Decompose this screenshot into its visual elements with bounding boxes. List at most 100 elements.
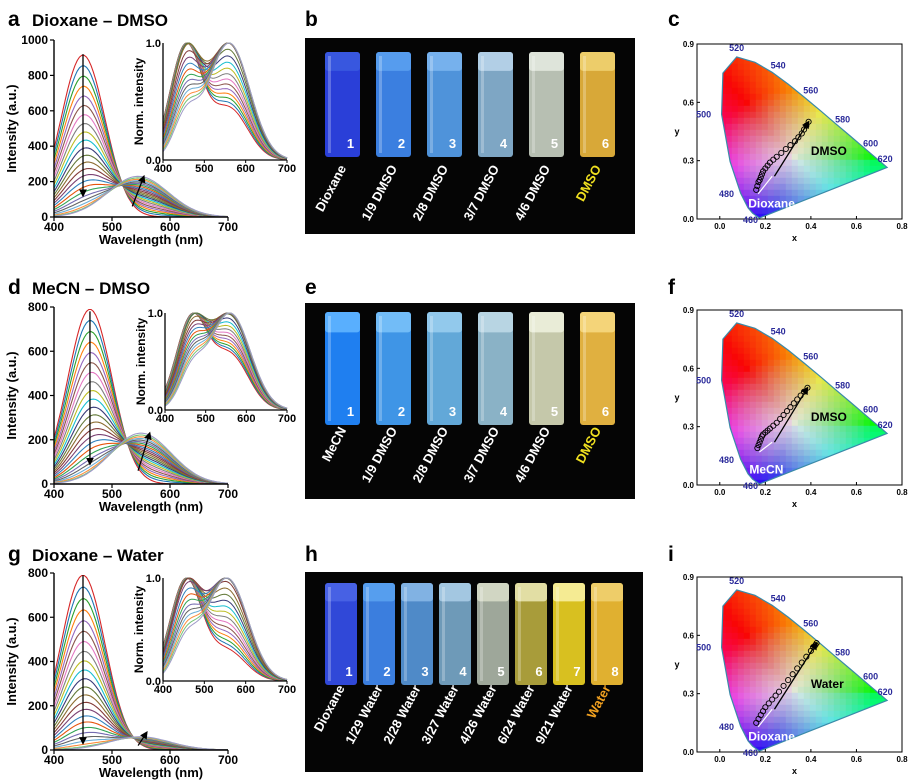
cie-cell [731,323,739,331]
cie-cell [743,56,751,59]
cie-cell [767,716,775,724]
cie-cell [857,57,865,65]
cie-cell [833,455,841,463]
cie-cell [797,401,805,409]
cie-point [757,174,764,181]
wavelength-label: 520 [729,309,744,319]
cie-cell [821,159,829,167]
cie-cell [761,626,769,634]
cie-cell [767,87,775,95]
cie-cell [875,431,883,439]
cie-cell [827,589,835,592]
cie-cell [749,467,757,475]
cie-cell [767,728,775,736]
cie-cell [815,123,823,131]
cie-cell [731,129,739,137]
cie-cell [839,437,847,445]
cie-cell [773,81,781,89]
cie-cell [839,57,847,65]
y-tick-label: 0 [41,210,48,224]
cie-cell [721,159,727,167]
cie-cell [785,389,793,397]
cie-cell [761,371,769,379]
cie-cell [881,341,888,349]
cie-cell [803,341,811,349]
cie-cell [773,461,781,469]
cie-panel-c: c0.0 0.2 0.4 0.6 0.80.00.30.60.9xy4604805005… [668,8,908,243]
cie-cell [779,322,787,325]
cie-cell [725,129,733,137]
cie-cell [845,467,853,475]
cie-cell [809,322,817,325]
cie-cell [809,686,817,694]
cie-cell [773,395,781,403]
cie-cell [767,449,775,457]
cie-cell [845,159,853,167]
cie-cell [721,111,727,119]
y-tick-label: 1000 [21,33,48,47]
panel-label: f [668,276,676,299]
cie-cell [833,165,841,173]
cie-cell [833,461,841,469]
cie-cell [785,692,793,700]
cie-cell [888,354,895,361]
cie-cell [851,56,859,59]
cie-cell [827,56,835,59]
cie-cell [875,740,883,748]
cie-cell [767,431,775,439]
cie-cell [881,171,888,179]
cie-cell [833,123,841,131]
cie-cell [725,87,733,95]
cie-cell [721,473,727,481]
y-axis-label: Intensity (a.u.) [4,617,19,705]
cie-cell [821,147,829,155]
cie-cell [761,159,769,167]
cie-point [758,171,765,178]
cie-point [790,400,797,407]
cie-cell [779,111,787,119]
cie-cell [767,455,775,463]
cie-cell [827,323,835,331]
vial-body [529,312,564,425]
cie-cell [779,443,787,451]
vial-body [529,52,564,157]
cie-cell [755,650,763,658]
cie-point [780,682,787,689]
cie-cell [888,645,895,652]
vial-number: 1 [345,664,352,679]
cie-cell [857,123,865,131]
cie-cell [881,443,888,451]
cie-cell [803,56,811,59]
cie-cell [743,99,751,107]
cie-cell [737,596,745,604]
cie-cell [731,347,739,355]
cie-cell [809,413,817,421]
cie-cell [815,449,823,457]
vial-meniscus [376,52,411,71]
cie-cell [731,626,739,634]
vial-body [477,583,509,685]
cie-cell [755,213,763,219]
cie-cell [791,329,799,337]
vial-number: 3 [449,136,456,151]
cie-cell [821,668,829,676]
cie-cell [863,389,871,397]
cie-cell [743,650,751,658]
cie-cell [875,596,883,604]
cie-cell [839,93,847,101]
spectra-curves [53,308,229,485]
vial-meniscus [580,312,615,333]
cie-cell [821,698,829,706]
cie-cell [755,620,763,628]
y-tick-label: 200 [28,175,48,189]
cie-cell [888,130,895,137]
wavelength-label: 600 [863,404,878,414]
cie-cell [779,626,787,634]
cie-cell [725,596,733,604]
cie-cell [725,638,733,646]
cie-cell [875,353,883,361]
cie-cell [833,56,841,59]
cie-cell [821,57,829,65]
cie-cell [833,57,841,65]
